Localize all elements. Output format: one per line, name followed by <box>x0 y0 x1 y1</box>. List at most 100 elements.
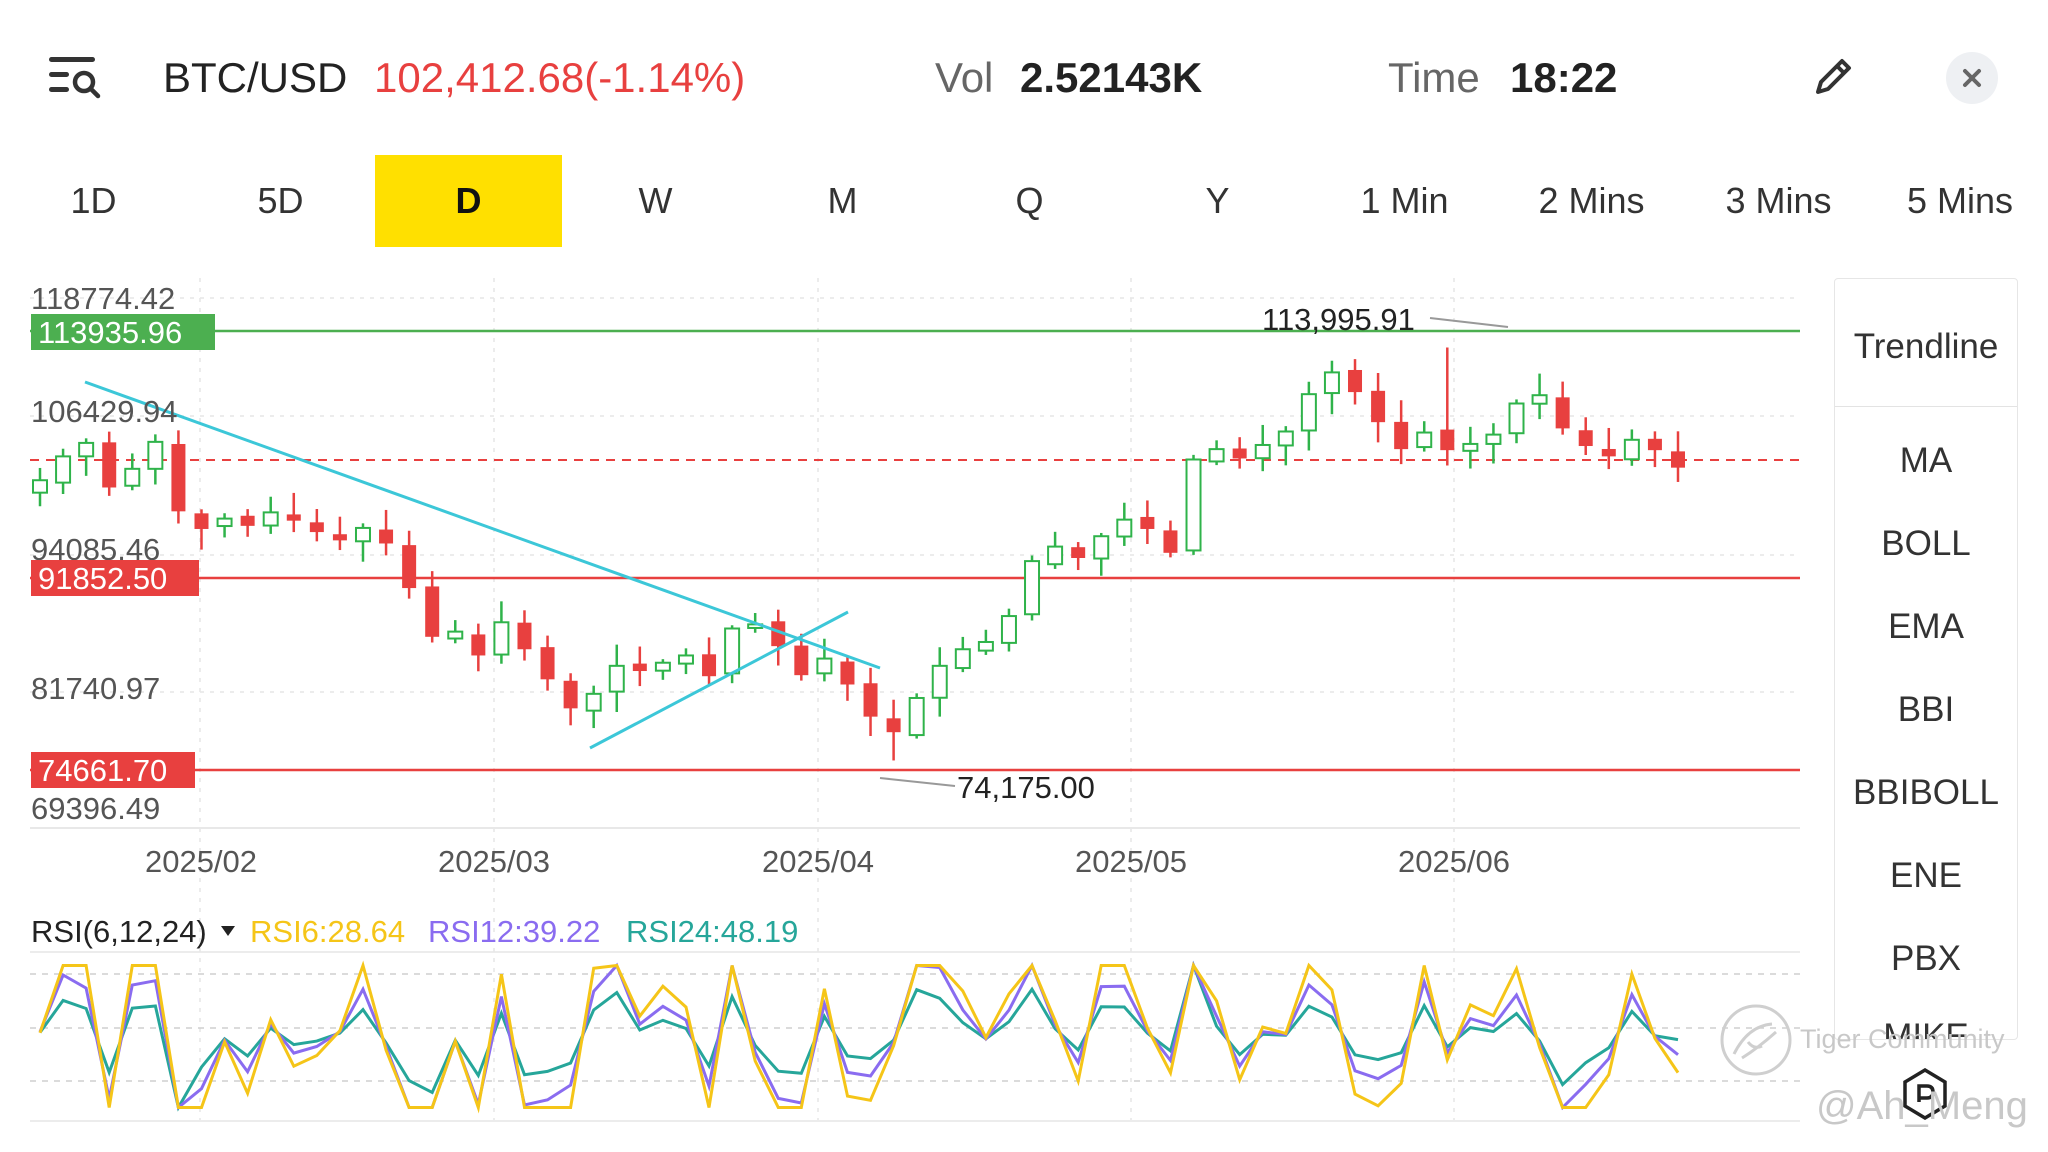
indicator-trendline[interactable]: Trendline <box>1853 327 1999 366</box>
candle-body[interactable] <box>1647 438 1662 451</box>
close-button[interactable] <box>1946 52 1998 104</box>
candle-body[interactable] <box>171 443 186 512</box>
indicator-boll[interactable]: BOLL <box>1881 524 1971 563</box>
tab-1d[interactable]: 1D <box>70 180 117 221</box>
candle-body[interactable] <box>102 442 117 488</box>
candle-body[interactable] <box>886 718 901 733</box>
candle-body[interactable] <box>309 522 324 533</box>
trendline-descending[interactable] <box>84 380 881 670</box>
candle-body[interactable] <box>977 640 994 652</box>
candle-body[interactable] <box>32 479 48 494</box>
trendlines[interactable] <box>84 380 881 750</box>
candle-body[interactable] <box>1531 394 1548 405</box>
candle-body[interactable] <box>262 511 279 527</box>
candle-body[interactable] <box>425 586 440 637</box>
candle-body[interactable] <box>1578 430 1593 447</box>
candle-body[interactable] <box>124 467 141 487</box>
candle-body[interactable] <box>194 513 209 529</box>
candle-body[interactable] <box>1623 438 1640 461</box>
candle-body[interactable] <box>332 534 347 541</box>
menu-search-icon[interactable] <box>46 52 102 102</box>
candle-body[interactable] <box>816 657 833 675</box>
candle-body[interactable] <box>1116 518 1133 538</box>
candle-body[interactable] <box>863 683 878 717</box>
tab-2-mins[interactable]: 2 Mins <box>1538 180 1645 221</box>
candle-body[interactable] <box>1000 615 1017 644</box>
candle-body[interactable] <box>1371 390 1386 423</box>
candle-body[interactable] <box>724 627 741 675</box>
candle-body[interactable] <box>379 529 394 544</box>
candle-body[interactable] <box>1232 448 1247 459</box>
pencil-icon[interactable] <box>1808 52 1858 102</box>
candle-body[interactable] <box>447 630 464 640</box>
candle-body[interactable] <box>1555 397 1570 429</box>
candle-body[interactable] <box>1394 421 1409 450</box>
candle-body[interactable] <box>1300 393 1317 432</box>
indicator-mike[interactable]: MIKE <box>1883 1017 1969 1039</box>
indicator-pbx[interactable]: PBX <box>1890 939 1962 978</box>
indicator-ene[interactable]: ENE <box>1890 856 1962 895</box>
tab-week[interactable]: W <box>638 180 673 221</box>
candle-body[interactable] <box>1277 430 1294 447</box>
indicator-bbiboll[interactable]: BBIBOLL <box>1853 773 1999 812</box>
candle-body[interactable] <box>954 648 971 670</box>
candle-body[interactable] <box>908 696 925 737</box>
candle-body[interactable] <box>471 634 486 656</box>
tab-3-mins[interactable]: 3 Mins <box>1725 180 1832 221</box>
candle-body[interactable] <box>1208 448 1225 463</box>
candle-body[interactable] <box>402 545 417 589</box>
candle-body[interactable] <box>240 515 255 526</box>
candle-body[interactable] <box>1671 451 1685 468</box>
candle-body[interactable] <box>1071 547 1086 558</box>
candle-body[interactable] <box>563 680 578 709</box>
caret-down-icon[interactable] <box>221 926 235 936</box>
candle-body[interactable] <box>1093 535 1110 560</box>
candle-body[interactable] <box>354 526 371 543</box>
candle-body[interactable] <box>1254 443 1271 460</box>
tab-quarter[interactable]: Q <box>1015 180 1044 221</box>
candle-body[interactable] <box>1323 371 1340 395</box>
candle-body[interactable] <box>585 692 602 712</box>
candle-body[interactable] <box>931 664 948 699</box>
candle-body[interactable] <box>702 654 717 677</box>
indicator-ma[interactable]: MA <box>1899 441 1953 480</box>
tab-5-mins[interactable]: 5 Mins <box>1906 180 2014 221</box>
candle-body[interactable] <box>1024 560 1041 616</box>
candle-body[interactable] <box>632 663 647 672</box>
tab-day[interactable]: D <box>375 155 562 247</box>
candle-body[interactable] <box>1047 545 1064 566</box>
tab-year[interactable]: Y <box>1205 180 1230 221</box>
indicator-bbi[interactable]: BBI <box>1897 690 1955 729</box>
rsi-title[interactable]: RSI(6,12,24) <box>31 914 207 949</box>
candle-body[interactable] <box>1601 448 1616 457</box>
candle-body[interactable] <box>1348 369 1363 393</box>
candle-body[interactable] <box>608 664 625 693</box>
candle-body[interactable] <box>1462 442 1479 452</box>
candle-body[interactable] <box>540 647 555 680</box>
candle-body[interactable] <box>1508 402 1525 435</box>
candle-body[interactable] <box>654 661 671 672</box>
candle-body[interactable] <box>1140 516 1155 529</box>
candle-body[interactable] <box>794 645 809 676</box>
candle-body[interactable] <box>1485 433 1502 445</box>
candle-body[interactable] <box>1440 429 1455 451</box>
candle-body[interactable] <box>1416 431 1433 449</box>
candle-body[interactable] <box>1185 458 1202 552</box>
tab-1-min[interactable]: 1 Min <box>1360 180 1449 221</box>
candle-body[interactable] <box>216 517 233 528</box>
candle-body[interactable] <box>147 440 164 470</box>
candle-body[interactable] <box>771 621 786 647</box>
candle-body[interactable] <box>55 455 72 484</box>
candle-body[interactable] <box>286 514 301 521</box>
candle-body[interactable] <box>493 621 510 656</box>
tab-5d[interactable]: 5D <box>257 180 304 221</box>
indicator-ema[interactable]: EMA <box>1888 607 1964 646</box>
candle-body[interactable] <box>517 622 532 650</box>
tab-month[interactable]: M <box>827 180 858 221</box>
candle-body[interactable] <box>840 661 855 685</box>
trendline-ascending[interactable] <box>589 610 849 750</box>
candle-body[interactable] <box>677 654 694 665</box>
candle-body[interactable] <box>78 441 95 458</box>
candle-body[interactable] <box>1163 530 1178 553</box>
